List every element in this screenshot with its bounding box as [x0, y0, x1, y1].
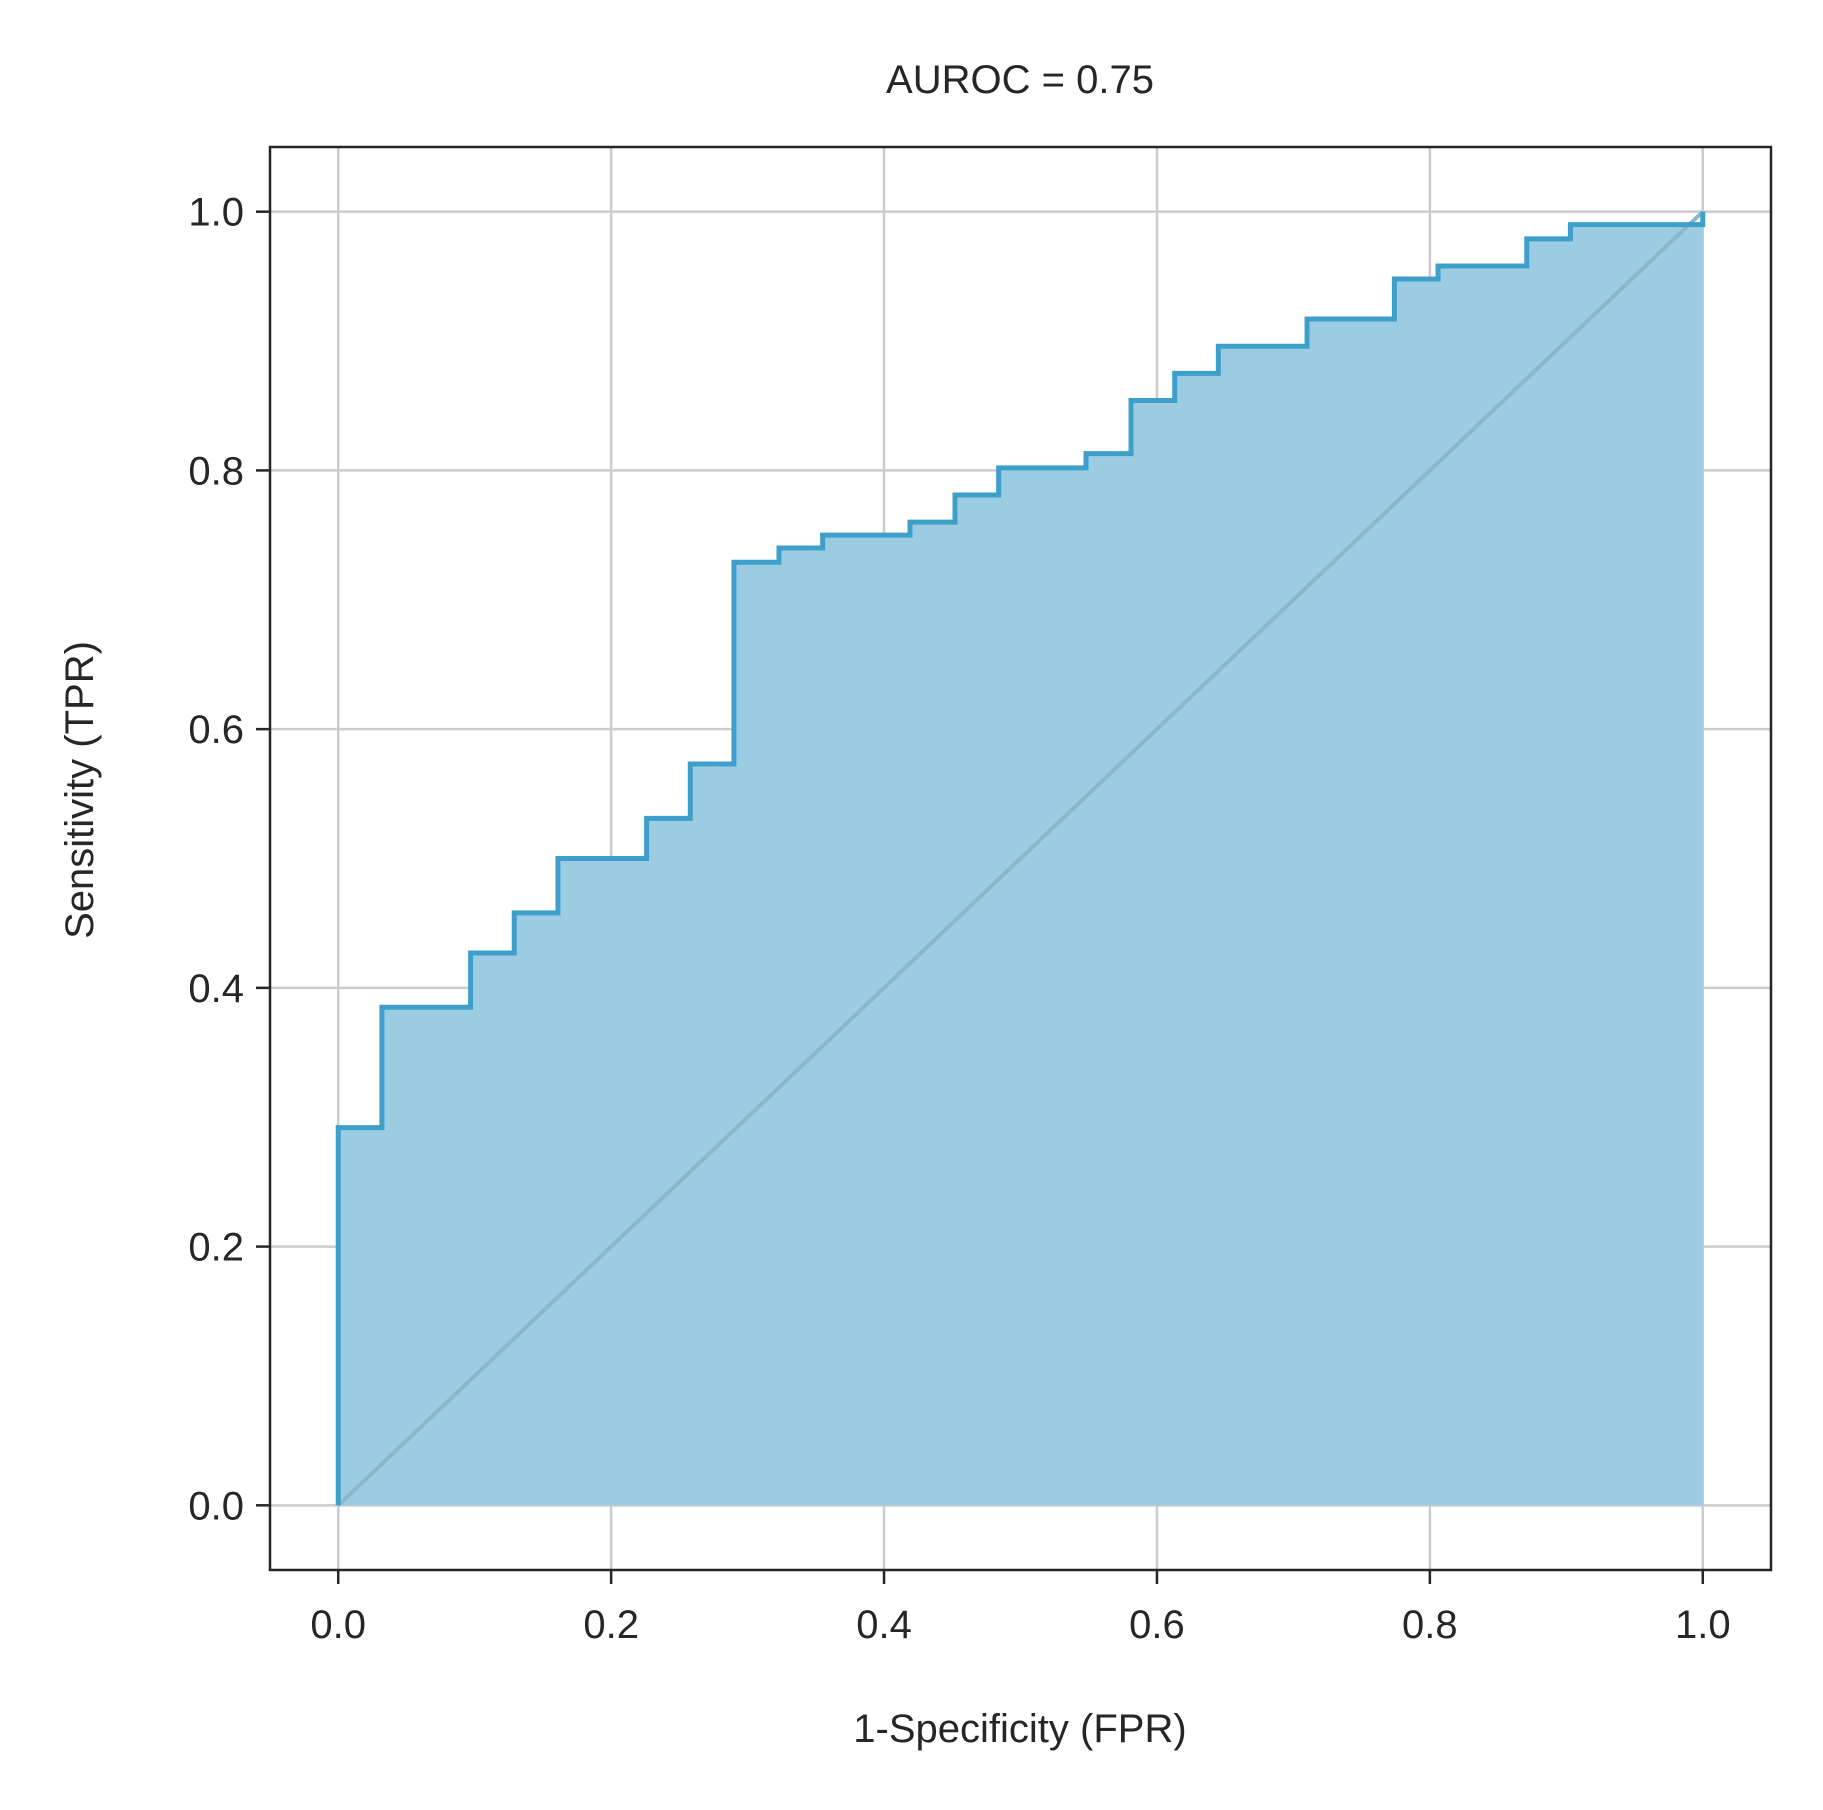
- x-tick-label: 0.4: [856, 1603, 912, 1647]
- y-tick-label: 1.0: [188, 191, 244, 235]
- y-axis-ticks: 0.0 0.2 0.4 0.6 0.8 1.0: [188, 191, 270, 1528]
- series-lines: [335, 210, 1706, 1507]
- x-tick-label: 1.0: [1675, 1603, 1731, 1647]
- x-axis-label: 1-Specificity (FPR): [853, 1707, 1186, 1751]
- x-tick-label: 0.8: [1402, 1603, 1458, 1647]
- y-tick-label: 0.0: [188, 1484, 244, 1528]
- roc-curve-line: [335, 211, 1706, 1506]
- y-axis-label: Sensitivity (TPR): [58, 641, 102, 939]
- y-tick-label: 0.2: [188, 1226, 244, 1270]
- y-tick-label: 0.6: [188, 708, 244, 752]
- x-tick-label: 0.0: [310, 1603, 366, 1647]
- axes-frame: [268, 145, 1773, 1572]
- x-axis-ticks: 0.0 0.2 0.4 0.6 0.8 1.0: [310, 1570, 1731, 1647]
- x-tick-label: 0.2: [583, 1603, 639, 1647]
- y-tick-label: 0.4: [188, 967, 244, 1011]
- chart-title: AUROC = 0.75: [886, 58, 1154, 102]
- y-tick-label: 0.8: [188, 449, 244, 493]
- x-tick-label: 0.6: [1129, 1603, 1185, 1647]
- chance-diagonal-line: [336, 210, 1705, 1507]
